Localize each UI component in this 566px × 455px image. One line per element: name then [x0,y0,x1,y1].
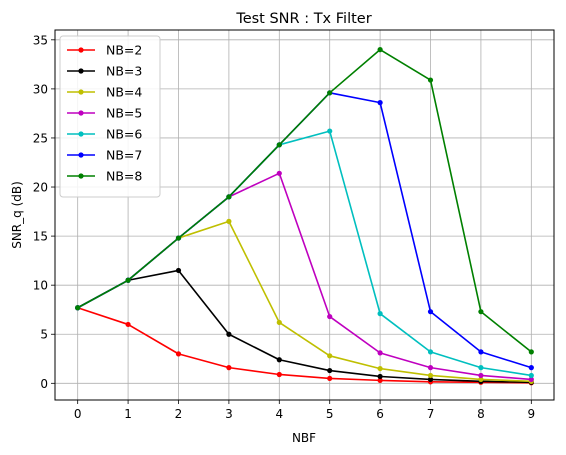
legend-box [59,35,161,198]
data-point-nb-2 [226,365,232,371]
legend-marker-nb-6 [78,131,84,137]
data-point-nb-8 [276,142,282,148]
axis-ticks: 0 1 2 3 4 5 6 7 8 9 0 5 10 15 20 25 30 35 [33,33,535,421]
data-point-nb-4 [377,365,383,372]
x-tick-label: 8 [477,407,485,421]
data-point-nb-2 [175,351,182,357]
x-tick-label: 0 [74,407,82,421]
data-point-nb-2 [276,371,282,378]
data-point-nb-6 [427,349,434,355]
legend-label-nb-7: NB=7 [106,148,142,163]
axes-frame [54,29,555,401]
y-tick-label: 0 [40,377,48,391]
data-point-nb-8 [125,277,131,283]
legend-label-nb-3: NB=3 [106,64,142,79]
data-point-nb-7 [427,309,434,315]
y-tick-label: 30 [33,82,48,96]
series-line-nb-2 [77,306,532,384]
data-point-nb-3 [427,376,434,382]
data-point-nb-6 [478,365,484,371]
data-point-nb-2 [125,321,131,328]
data-point-nb-8 [528,349,534,355]
data-point-nb-8 [226,194,232,200]
data-point-nb-5 [377,350,383,356]
legend-marker-nb-3 [78,68,84,74]
legend-marker-nb-7 [78,152,84,158]
data-point-nb-4 [226,218,232,224]
series-line-nb-8 [77,48,532,353]
data-point-nb-5 [427,365,434,371]
data-point-nb-7 [528,365,534,371]
legend-marker-nb-4 [78,89,84,95]
data-point-nb-8 [75,305,81,311]
y-tick-label: 35 [33,33,48,47]
data-point-nb-3 [377,373,383,380]
data-point-nb-6 [327,128,333,134]
y-tick-label: 5 [40,328,48,342]
data-point-nb-4 [427,372,434,379]
data-point-nb-5 [276,170,282,176]
data-point-nb-3 [327,367,333,374]
legend-marker-nb-5 [78,110,84,116]
x-tick-label: 7 [427,407,435,421]
data-point-nb-5 [478,372,484,379]
data-point-nb-8 [175,235,182,241]
data-point-nb-6 [528,372,534,379]
data-point-nb-3 [226,331,232,337]
data-point-nb-5 [327,313,333,320]
x-tick-label: 9 [527,407,535,421]
legend-marker-nb-2 [78,47,84,53]
data-point-nb-7 [478,349,484,355]
legend: NB=2 NB=3 NB=4 NB=5 NB=6 NB=7 NB=8 [59,35,161,198]
x-tick-label: 2 [175,407,183,421]
data-point-nb-6 [377,311,383,317]
legend-marker-nb-8 [78,173,84,179]
y-tick-label: 25 [33,131,48,145]
data-point-nb-8 [478,309,484,315]
legend-label-nb-2: NB=2 [106,43,142,58]
legend-label-nb-4: NB=4 [106,85,142,100]
data-point-nb-8 [427,77,434,83]
series-line-nb-3 [77,269,532,384]
y-tick-label: 15 [33,230,48,244]
data-point-nb-4 [478,376,484,382]
legend-label-nb-5: NB=5 [106,106,142,121]
data-point-nb-3 [276,357,282,363]
data-point-nb-8 [327,90,333,96]
data-point-nb-4 [327,353,333,359]
x-tick-label: 1 [124,407,132,421]
x-axis-label: NBF [292,431,316,445]
y-tick-label: 20 [33,181,48,195]
data-point-nb-8 [377,47,383,53]
plot-area [75,47,534,386]
data-point-nb-2 [377,377,383,383]
legend-label-nb-8: NB=8 [106,169,142,184]
data-point-nb-3 [175,267,182,274]
x-tick-label: 3 [225,407,233,421]
data-point-nb-4 [276,319,282,326]
grid [55,30,554,400]
data-point-nb-7 [377,100,383,106]
x-tick-label: 4 [275,407,283,421]
x-tick-label: 6 [376,407,384,421]
y-tick-label: 10 [33,279,48,293]
y-axis-label: SNR_q (dB) [10,181,24,249]
x-tick-label: 5 [326,407,334,421]
legend-label-nb-6: NB=6 [106,127,142,142]
data-point-nb-5 [528,376,534,382]
chart-title: Test SNR : Tx Filter [235,11,371,27]
data-point-nb-2 [327,375,333,382]
